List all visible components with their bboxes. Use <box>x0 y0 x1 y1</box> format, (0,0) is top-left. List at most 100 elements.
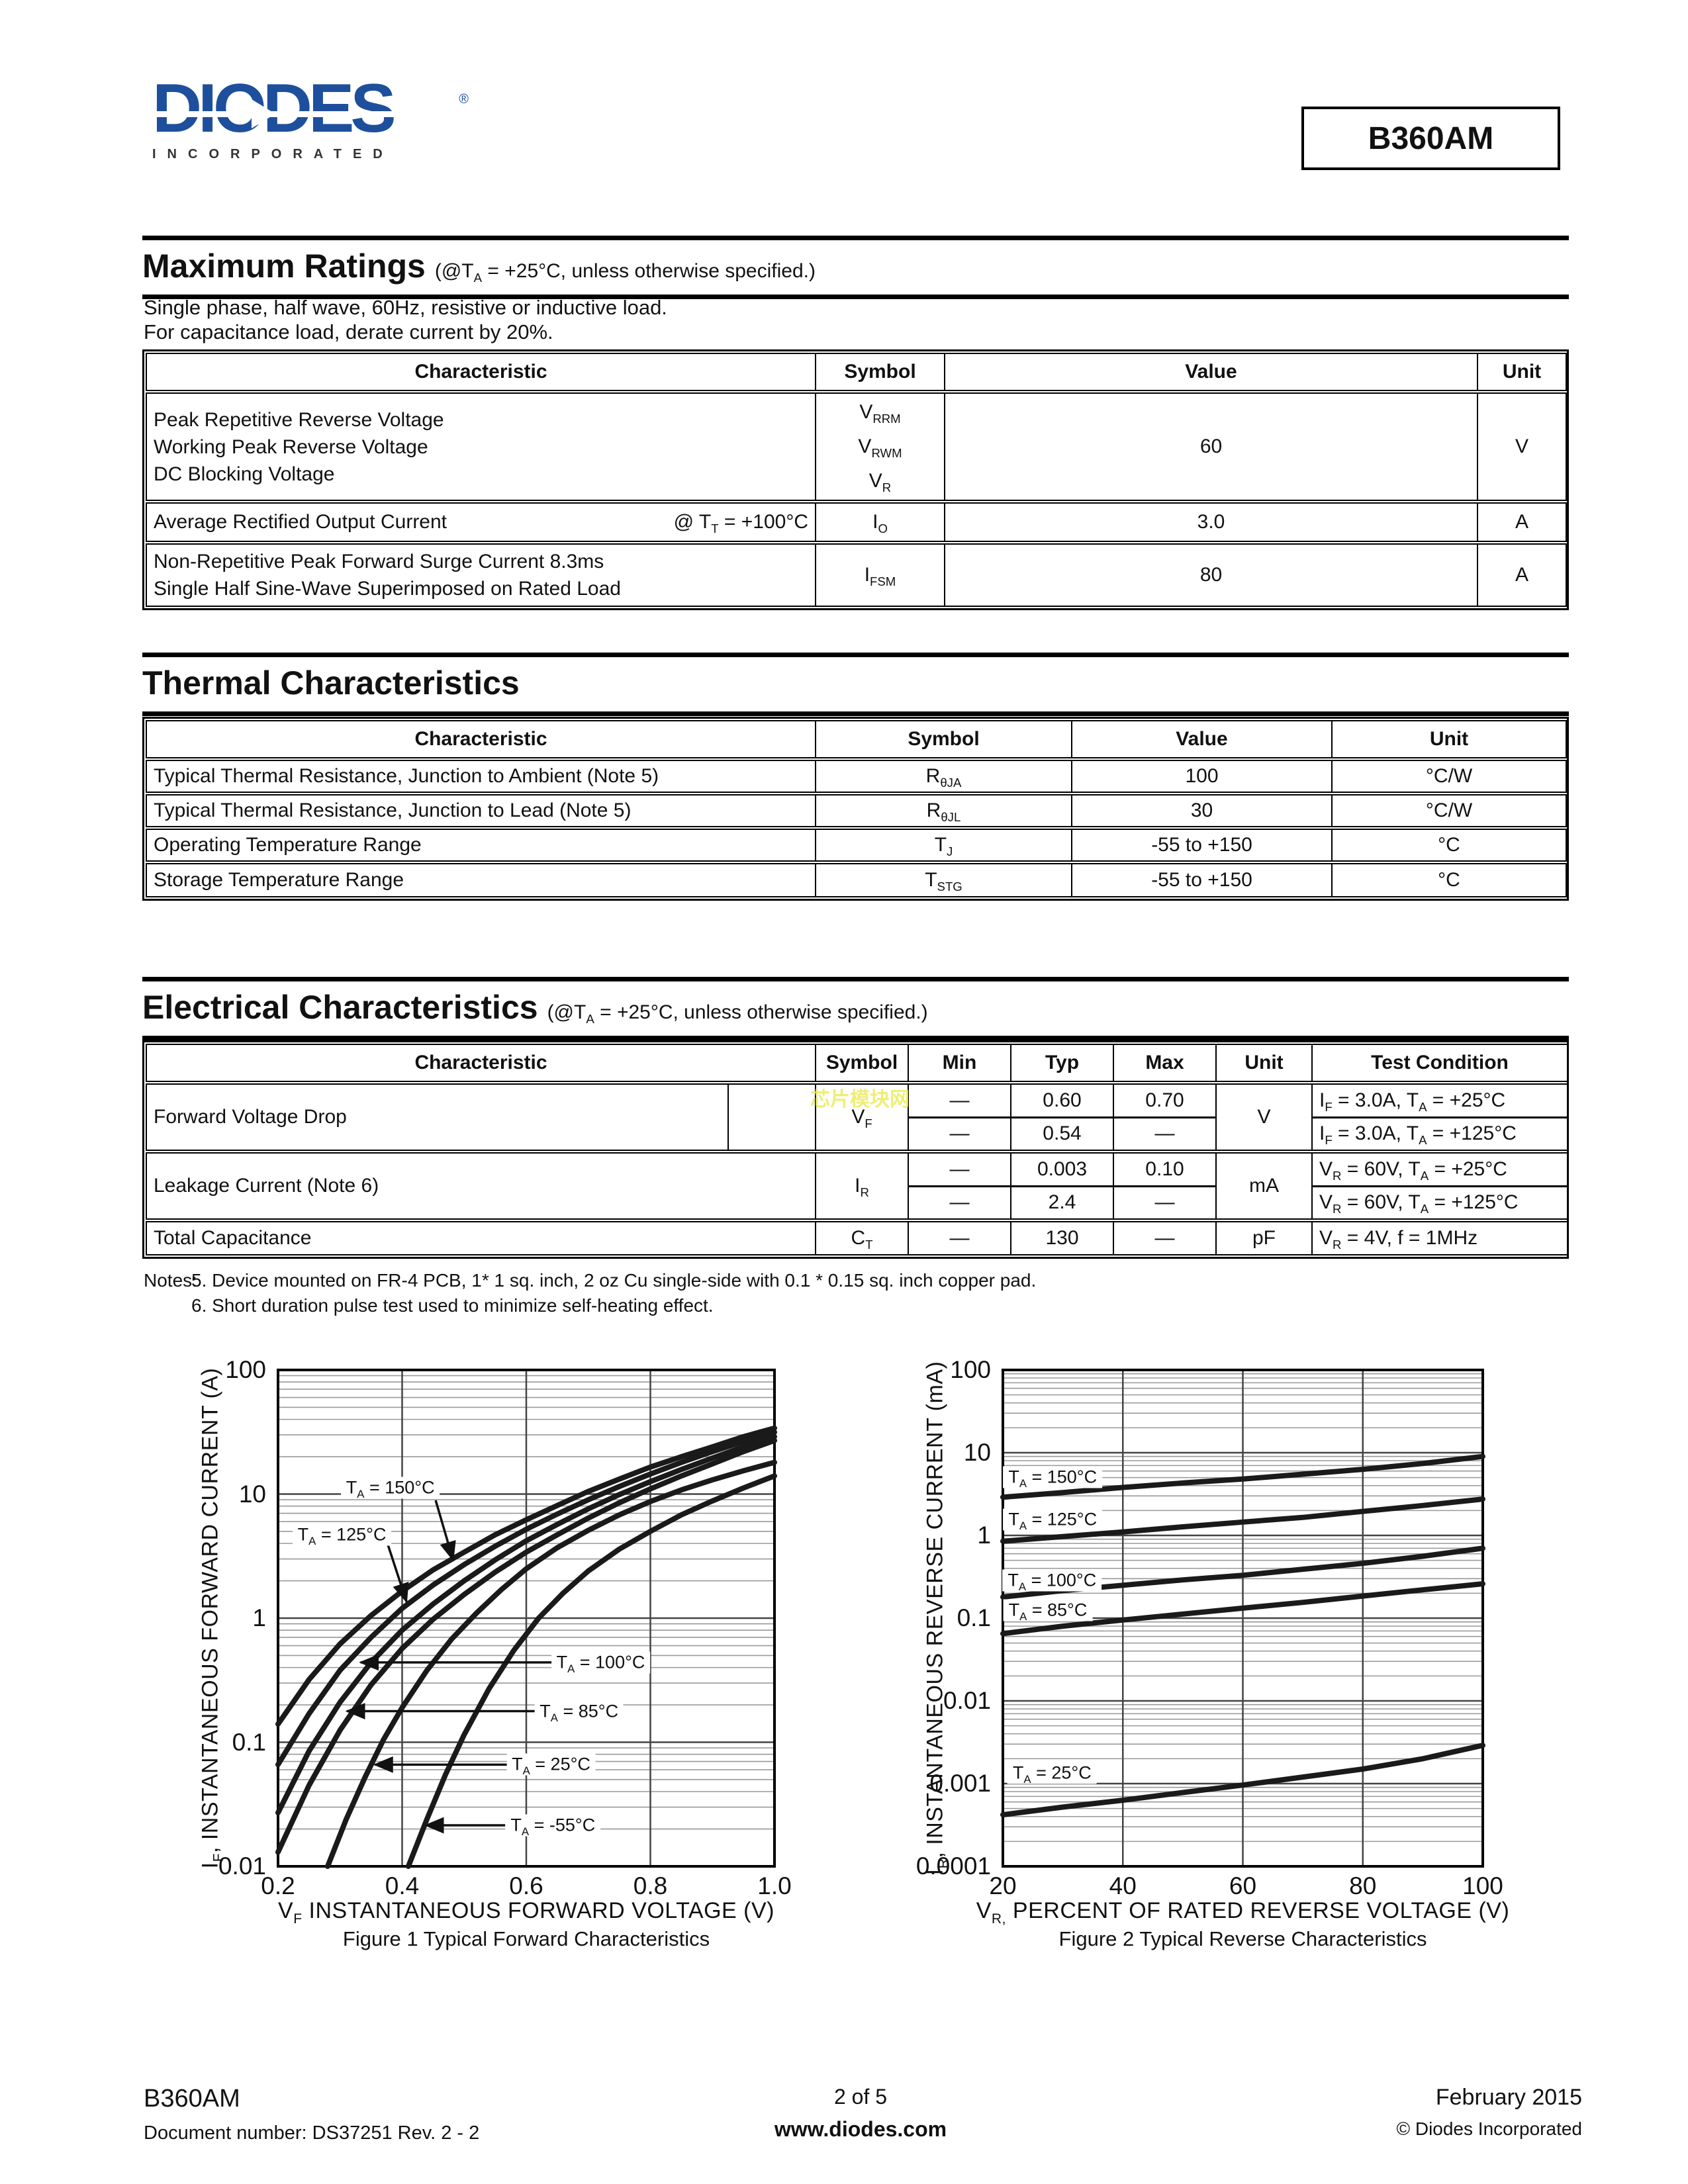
symbol-cell: VF <box>816 1083 909 1154</box>
curve-150 <box>1000 1453 1485 1500</box>
section-subtitle: (@TA = +25°C, unless otherwise specified… <box>434 260 816 285</box>
table-row: Leakage Current (Note 6) IR —0.003 0.10 mA VR… <box>146 1152 1568 1222</box>
curve-label: TA = 125°C <box>292 1524 392 1547</box>
curve--55 <box>405 1473 777 1869</box>
table-header-row: Characteristic Symbol Value Unit <box>146 353 1566 394</box>
max-cell: 0.10 <box>1113 1152 1217 1187</box>
figure-caption: Figure 1 Typical Forward Characteristics <box>342 1927 710 1950</box>
table-row: Typical Thermal Resistance, Junction to … <box>146 759 1566 796</box>
footer-website-link[interactable]: www.diodes.com <box>774 2117 947 2141</box>
part-number-box: B360AM <box>1301 107 1560 170</box>
symbol-line: VRWM <box>858 435 902 460</box>
column-header: Characteristic <box>146 721 816 761</box>
characteristic-line: Non-Repetitive Peak Forward Surge Curren… <box>154 551 604 572</box>
curve-label: TA = 25°C <box>506 1753 596 1776</box>
symbol-line: IFSM <box>864 564 896 588</box>
characteristic-cell: Peak Repetitive Reverse Voltage Working P… <box>146 392 816 504</box>
table-row: Average Rectified Output Current @ TT = +… <box>146 502 1566 545</box>
max-cell: 0.70 <box>1113 1083 1217 1118</box>
symbol-line: VRRM <box>859 401 901 426</box>
table-row: Peak Repetitive Reverse Voltage Working P… <box>146 392 1566 504</box>
x-tick-label: 60 <box>1229 1872 1257 1899</box>
section-title: Maximum Ratings <box>142 248 426 285</box>
y-tick-label: 0.01 <box>943 1687 991 1714</box>
curve-85 <box>1000 1581 1485 1637</box>
value-cell: 30 <box>1072 794 1333 830</box>
characteristic-split-line <box>727 1085 729 1148</box>
unit-cell: pF <box>1216 1220 1313 1255</box>
registered-mark: ® <box>459 92 469 107</box>
column-header: Symbol <box>816 721 1072 761</box>
symbol-cell: IFSM <box>816 543 945 606</box>
column-header: Characteristic <box>146 353 816 394</box>
y-tick-label: 10 <box>963 1439 991 1466</box>
column-header: Characteristic <box>146 1044 816 1085</box>
symbol-cell: VRRM VRWM VR <box>816 392 945 504</box>
footer-left: B360AM Document number: DS37251 Rev. 2 -… <box>144 2085 479 2144</box>
x-tick-label: 100 <box>1462 1872 1503 1899</box>
curve-25 <box>325 1459 777 1869</box>
max-cell: — <box>1113 1186 1217 1222</box>
typ-cell: 130 <box>1011 1220 1114 1255</box>
characteristic-line: Single Half Sine-Wave Superimposed on Ra… <box>154 578 621 600</box>
characteristic-cell: Average Rectified Output Current @ TT = +… <box>146 502 816 545</box>
value-cell: 3.0 <box>945 502 1478 545</box>
x-tick-label: 20 <box>989 1872 1017 1899</box>
curve-125 <box>1000 1496 1485 1544</box>
x-axis-title: VF INSTANTANEOUS FORWARD VOLTAGE (V) <box>278 1898 774 1927</box>
characteristic-text: Average Rectified Output Current <box>154 511 447 533</box>
table-row: Total Capacitance CT —130— pF VR = 4V, f = 1… <box>146 1220 1568 1255</box>
footer-copyright: © Diodes Incorporated <box>1396 2118 1582 2139</box>
max-cell: — <box>1113 1220 1217 1255</box>
section-header-electrical: Electrical Characteristics (@TA = +25°C, … <box>142 977 1569 1040</box>
footer-part-number: B360AM <box>144 2085 240 2113</box>
unit-cell: V <box>1477 392 1566 504</box>
diodes-logo: DIODES ® INCORPORATED <box>152 74 469 162</box>
value-cell: -55 to +150 <box>1072 862 1333 897</box>
watermark-text: 芯片模块网 <box>810 1089 910 1111</box>
column-header: Unit <box>1477 353 1566 394</box>
curve-125 <box>275 1430 777 1768</box>
curve-150 <box>275 1425 777 1727</box>
unit-cell: A <box>1515 564 1528 586</box>
symbol-cell: RθJL <box>816 794 1072 830</box>
unit-cell: A <box>1477 502 1566 545</box>
characteristic-cell: Leakage Current (Note 6) <box>146 1152 816 1222</box>
min-cell: — <box>908 1152 1011 1187</box>
x-tick-label: 0.4 <box>385 1872 420 1899</box>
fig1-plot <box>275 1369 777 1869</box>
symbol-cell: RθJA <box>816 759 1072 796</box>
x-tick-label: 40 <box>1109 1872 1137 1899</box>
note-item: 6. Short duration pulse test used to min… <box>191 1295 714 1316</box>
footer-right: February 2015 © Diodes Incorporated <box>1396 2085 1582 2140</box>
x-tick-label: 80 <box>1349 1872 1377 1899</box>
characteristic-line: Peak Repetitive Reverse Voltage <box>154 408 444 431</box>
part-number: B360AM <box>1368 120 1494 156</box>
x-tick-label: 0.2 <box>261 1872 295 1899</box>
logo-arrow-icon <box>252 99 275 128</box>
column-header: Value <box>1072 721 1333 761</box>
unit-cell: °C <box>1438 869 1460 891</box>
min-cell: — <box>908 1117 1011 1154</box>
intro-line: Single phase, half wave, 60Hz, resistive… <box>144 296 667 319</box>
table-row: Operating Temperature Range TJ -55 to +150… <box>146 828 1566 864</box>
table-row: —2.4— VR = 60V, TA = +125°C <box>146 1186 1568 1222</box>
maximum-ratings-table: Characteristic Symbol Value Unit Peak Repeti… <box>142 349 1569 610</box>
test-condition-cell: IF = 3.0A, TA = +125°C <box>1312 1117 1568 1154</box>
notes-items: 5. Device mounted on FR-4 PCB, 1* 1 sq. … <box>191 1268 1401 1318</box>
symbol-line: VR <box>868 470 892 494</box>
characteristic-cell: Non-Repetitive Peak Forward Surge Curren… <box>146 543 816 606</box>
y-tick-label: 0.1 <box>232 1728 266 1756</box>
electrical-characteristics-table: Characteristic Symbol Min Typ Max Unit Test Co… <box>142 1040 1569 1259</box>
footer-page-indicator: 2 of 5 <box>833 2085 888 2109</box>
characteristic-flex: Average Rectified Output Current @ TT = +… <box>154 511 808 535</box>
table-header-row: Characteristic Symbol Value Unit <box>146 721 1566 761</box>
typ-cell: 0.003 <box>1011 1152 1114 1187</box>
column-header: Unit <box>1332 721 1566 761</box>
symbol-line: IO <box>872 511 888 535</box>
column-header: Value <box>945 353 1478 394</box>
min-cell: — <box>908 1083 1011 1118</box>
characteristic-cell: Storage Temperature Range <box>146 862 816 897</box>
column-header: Min <box>908 1044 1011 1085</box>
unit-cell: °C/W <box>1332 759 1566 796</box>
